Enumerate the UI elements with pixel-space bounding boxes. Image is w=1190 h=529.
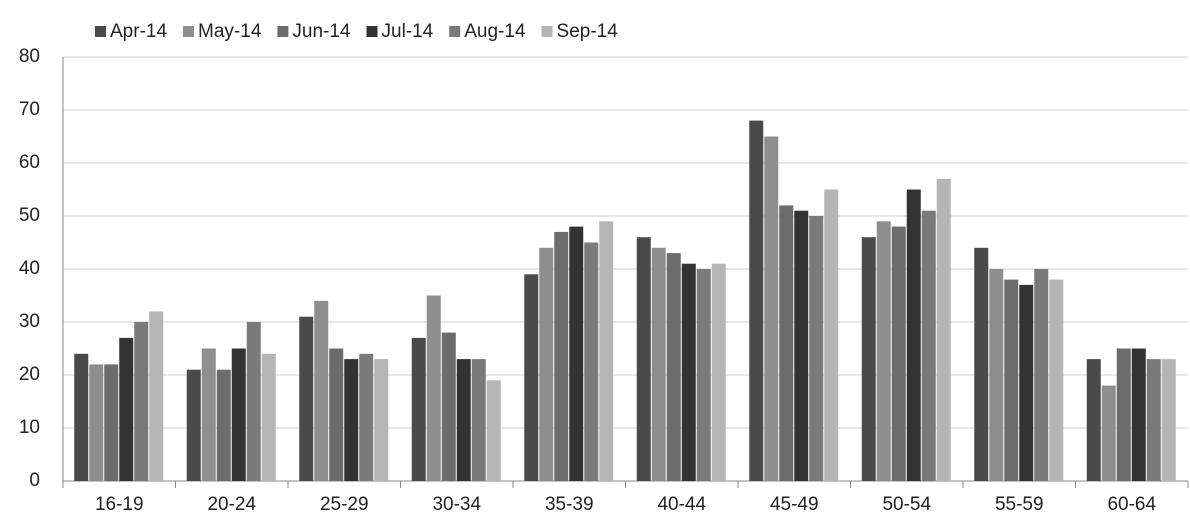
bar: [681, 263, 696, 481]
bar: [201, 348, 216, 481]
bar: [1116, 348, 1131, 481]
bar: [906, 189, 921, 481]
bar: [344, 359, 359, 481]
x-tick-label: 35-39: [545, 494, 594, 515]
x-tick-label: 25-29: [320, 494, 369, 515]
x-tick-label: 16-19: [95, 494, 144, 515]
legend-label: Sep-14: [557, 21, 619, 42]
bar: [314, 300, 329, 481]
bar: [1131, 348, 1146, 481]
bar: [569, 226, 584, 481]
bar: [779, 205, 794, 481]
legend-swatch: [277, 26, 289, 37]
y-tick-label: 70: [19, 99, 40, 120]
legend-swatch: [541, 26, 553, 37]
bar: [1019, 284, 1034, 481]
bar: [584, 242, 599, 481]
bar: [1101, 385, 1116, 481]
bar: [794, 210, 809, 481]
bar: [764, 136, 779, 481]
x-tick-label: 50-54: [882, 494, 931, 515]
bar: [299, 316, 314, 481]
bar: [89, 364, 104, 481]
bar: [989, 269, 1004, 481]
bar: [329, 348, 344, 481]
bar: [374, 359, 389, 481]
bar: [921, 210, 936, 481]
y-tick-label: 50: [19, 205, 40, 226]
y-tick-label: 40: [19, 258, 40, 279]
bar: [696, 269, 711, 481]
x-tick-label: 40-44: [657, 494, 706, 515]
bar: [651, 247, 666, 481]
bar: [1004, 279, 1019, 481]
bar: [749, 120, 764, 481]
bar: [1146, 359, 1161, 481]
y-tick-label: 10: [19, 417, 40, 438]
bar: [599, 221, 614, 482]
bar: [861, 237, 876, 481]
y-tick-label: 20: [19, 364, 40, 385]
legend-swatch: [366, 26, 378, 37]
x-tick-label: 45-49: [770, 494, 819, 515]
x-tick-label: 20-24: [207, 494, 256, 515]
x-tick-label: 55-59: [995, 494, 1044, 515]
bar: [104, 364, 119, 481]
bar: [936, 178, 951, 481]
bar: [486, 380, 501, 481]
legend-swatch: [183, 26, 195, 37]
bar: [426, 295, 441, 481]
legend-label: Jun-14: [292, 21, 351, 42]
bar: [554, 231, 569, 481]
y-tick-label: 0: [29, 470, 40, 491]
bar: [876, 221, 891, 482]
legend-swatch: [449, 26, 461, 37]
bar: [636, 237, 651, 481]
bar: [359, 353, 374, 481]
y-tick-label: 60: [19, 152, 40, 173]
bar: [231, 348, 246, 481]
bar: [411, 337, 426, 481]
bar: [824, 189, 839, 481]
y-tick-label: 80: [19, 46, 40, 67]
bar: [539, 247, 554, 481]
x-tick-label: 60-64: [1107, 494, 1156, 515]
bar: [149, 311, 164, 481]
bar: [974, 247, 989, 481]
bar: [74, 353, 89, 481]
bar: [524, 274, 539, 481]
bar: [1086, 359, 1101, 481]
bar: [456, 359, 471, 481]
bar: [471, 359, 486, 481]
bar: [119, 337, 134, 481]
bar: [441, 332, 456, 481]
bar: [246, 322, 261, 481]
bar: [186, 369, 201, 481]
legend-label: Aug-14: [464, 21, 526, 42]
bar: [1034, 269, 1049, 481]
bar: [666, 253, 681, 481]
bar: [134, 322, 149, 481]
bar: [711, 263, 726, 481]
legend-label: Jul-14: [382, 21, 434, 42]
legend-label: May-14: [198, 21, 262, 42]
bar: [1161, 359, 1176, 481]
bar: [216, 369, 231, 481]
legend-label: Apr-14: [110, 21, 167, 42]
bar: [261, 353, 276, 481]
bar: [1049, 279, 1064, 481]
y-tick-label: 30: [19, 311, 40, 332]
legend-swatch: [95, 26, 106, 37]
bar: [891, 226, 906, 481]
bar: [809, 216, 824, 481]
x-tick-label: 30-34: [432, 494, 481, 515]
